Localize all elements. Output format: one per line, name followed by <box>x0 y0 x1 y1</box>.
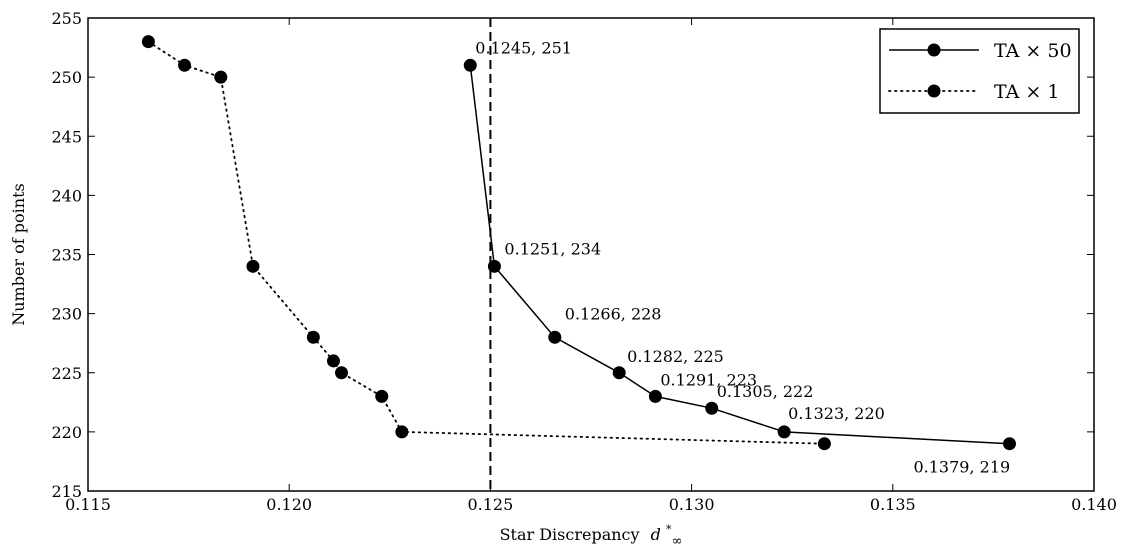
series-ta-x1-point <box>326 354 340 368</box>
legend-box <box>879 28 1080 114</box>
y-tick-label: 245 <box>51 127 82 146</box>
point-annotation: 0.1266, 228 <box>565 304 662 323</box>
legend-entry-ta-x1-label: TA × 1 <box>994 81 1059 103</box>
series-ta-x1-point <box>141 35 155 49</box>
series-ta-x1-point <box>246 259 260 273</box>
y-tick-label: 255 <box>51 9 82 28</box>
tick-layer: 0.115 0.120 0.125 0.130 0.135 0.140 215 220 225 2… <box>51 9 1116 514</box>
y-tick-label: 240 <box>51 186 82 205</box>
x-tick-label: 0.125 <box>467 495 513 514</box>
x-axis-title-text: Star Discrepancy <box>500 525 640 544</box>
series-ta-x1-point <box>214 70 228 84</box>
legend-entry-ta-x50: TA × 50 <box>889 40 1072 62</box>
legend-entry-ta-x1: TA × 1 <box>888 81 1059 103</box>
series-ta-x50-point <box>612 366 626 380</box>
x-axis-title-subscript: ∞ <box>672 534 683 549</box>
x-axis-title: Star Discrepancy d * ∞ <box>500 518 683 549</box>
series-ta-x1-line <box>147 40 826 445</box>
series-ta-x1-point <box>817 437 831 451</box>
series-ta-x1-point <box>178 58 192 72</box>
x-axis-title-superscript: * <box>666 523 672 536</box>
y-tick-label: 235 <box>51 246 82 265</box>
point-annotation: 0.1291, 223 <box>660 370 757 389</box>
series-ta-x50-line <box>469 65 1010 445</box>
y-tick-label: 220 <box>51 423 82 442</box>
series-ta-x50-point <box>487 259 501 273</box>
x-tick-label: 0.115 <box>65 495 111 514</box>
y-axis-title: Number of points <box>9 183 28 326</box>
legend-entry-ta-x50-label: TA × 50 <box>994 40 1072 62</box>
series-ta-x1-point <box>375 389 389 403</box>
x-tick-label: 0.140 <box>1071 495 1117 514</box>
legend: TA × 50 TA × 1 <box>879 28 1080 114</box>
point-annotation: 0.1251, 234 <box>504 239 601 258</box>
y-tick-label: 250 <box>51 68 82 87</box>
point-annotation: 0.1323, 220 <box>788 404 885 423</box>
series-ta-x50-point <box>777 425 791 439</box>
series-ta-x1-point <box>395 425 409 439</box>
plot-layer: 0.1245, 251 0.1251, 234 0.1266, 228 0.1282,… <box>141 18 1016 491</box>
point-annotation: 0.1305, 222 <box>717 382 814 401</box>
x-tick-label: 0.130 <box>669 495 715 514</box>
series-ta-x50-point <box>648 389 662 403</box>
y-tick-label: 215 <box>51 482 82 501</box>
x-tick-label: 0.120 <box>266 495 312 514</box>
y-tick-label: 230 <box>51 305 82 324</box>
legend-entry-ta-x50-marker <box>927 43 941 57</box>
point-annotation: 0.1379, 219 <box>913 458 1010 477</box>
point-annotation: 0.1245, 251 <box>475 38 572 57</box>
series-ta-x1-point <box>306 330 320 344</box>
point-annotation: 0.1282, 225 <box>627 347 724 366</box>
series-ta-x50-point <box>705 401 719 415</box>
x-tick-label: 0.135 <box>870 495 916 514</box>
series-ta-x50-point <box>463 58 477 72</box>
series-ta-x1-point <box>335 366 349 380</box>
series-ta-x50-point <box>1002 437 1016 451</box>
x-axis-title-symbol: d <box>651 525 661 544</box>
series-ta-x50-point <box>548 330 562 344</box>
legend-entry-ta-x1-marker <box>927 84 941 98</box>
y-tick-label: 225 <box>51 364 82 383</box>
